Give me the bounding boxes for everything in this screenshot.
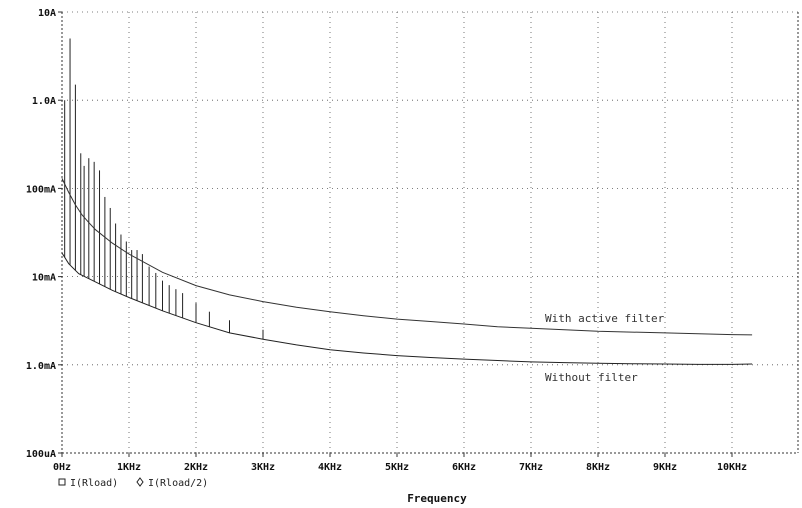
x-tick-label: 2KHz [184, 462, 208, 473]
x-tick-label: 9KHz [653, 462, 677, 473]
legend-label: I(Rload) [70, 478, 118, 489]
x-tick-label: 3KHz [251, 462, 275, 473]
legend: I(Rload) I(Rload/2) [58, 477, 208, 489]
x-tick-label: 0Hz [53, 462, 71, 473]
axis-ticks: 0Hz 1KHz 2KHz 3KHz 4KHz 5KHz 6KHz 7KHz 8KHz 9KHz 1… [26, 8, 747, 473]
y-tick-label: 1.0mA [26, 361, 56, 372]
x-axis-label: Frequency [407, 492, 467, 505]
x-tick-label: 10KHz [717, 462, 747, 473]
y-tick-label: 10mA [32, 273, 56, 284]
x-tick-label: 4KHz [318, 462, 342, 473]
series-line-2 [61, 178, 753, 336]
annotation-label: Without filter [545, 371, 638, 384]
series-line-1 [61, 252, 753, 365]
x-tick-label: 1KHz [117, 462, 141, 473]
x-tick-label: 7KHz [519, 462, 543, 473]
y-tick-label: 100uA [26, 449, 56, 460]
annotations: With active filter Without filter [545, 312, 665, 384]
grid-lines [62, 11, 798, 453]
annotation-label: With active filter [545, 312, 665, 325]
x-tick-label: 5KHz [385, 462, 409, 473]
y-tick-label: 10A [38, 8, 56, 19]
legend-marker-diamond [136, 477, 144, 487]
y-tick-label: 1.0A [32, 96, 56, 107]
axes [61, 12, 799, 454]
legend-marker-square [58, 478, 66, 486]
x-tick-label: 6KHz [452, 462, 476, 473]
series-group [61, 38, 753, 365]
y-tick-label: 100mA [26, 184, 56, 195]
x-tick-label: 8KHz [586, 462, 610, 473]
legend-label: I(Rload/2) [148, 478, 208, 489]
